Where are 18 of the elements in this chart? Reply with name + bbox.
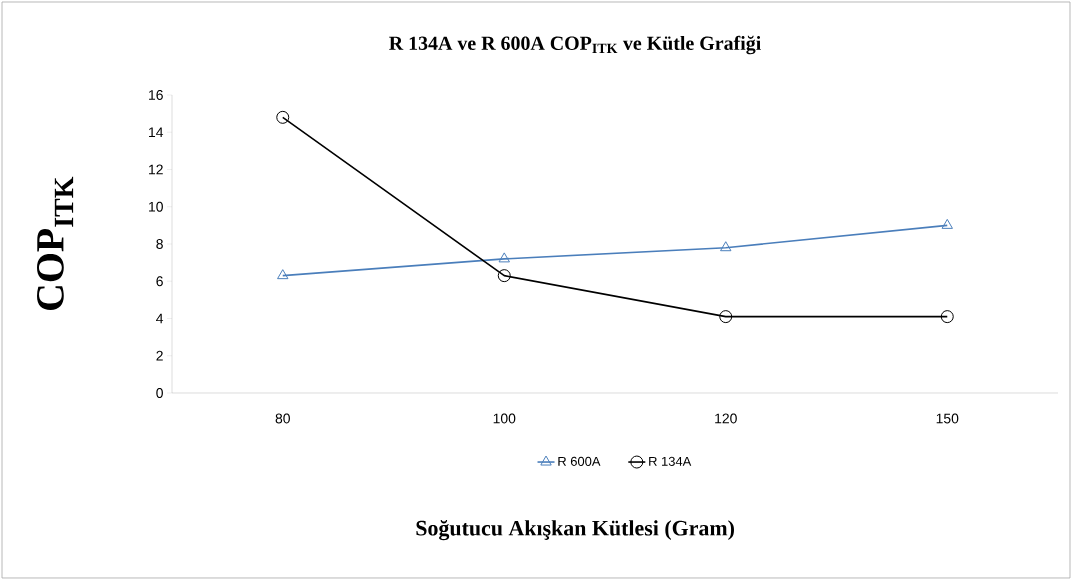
y-tick-label: 8 — [156, 239, 163, 249]
legend-label: R 134A — [649, 456, 692, 466]
chart-title: R 134A ve R 600A COP$_{ITK}$ ve Kütle Grafiği — [389, 35, 761, 55]
y-tick-label: 0 — [156, 388, 163, 398]
y-tick-label: 16 — [149, 90, 163, 100]
y-tick-label: 12 — [149, 164, 163, 175]
x-axis-title: Soğutucu Akışkan Kütlesi (Gram) — [416, 519, 734, 541]
x-tick-label: 150 — [936, 413, 959, 424]
y-tick-label: 10 — [149, 201, 163, 212]
x-tick-label: 120 — [715, 413, 737, 424]
legend-label: R 600A — [558, 456, 601, 466]
y-tick-label: 6 — [156, 276, 163, 287]
x-tick-label: 100 — [493, 413, 516, 424]
y-axis-title: COP$_{ITK}$ — [37, 176, 74, 310]
y-tick-label: 4 — [156, 313, 164, 324]
x-tick-label: 80 — [275, 413, 290, 424]
y-tick-label: 14 — [149, 127, 164, 138]
y-tick-label: 2 — [156, 350, 163, 361]
